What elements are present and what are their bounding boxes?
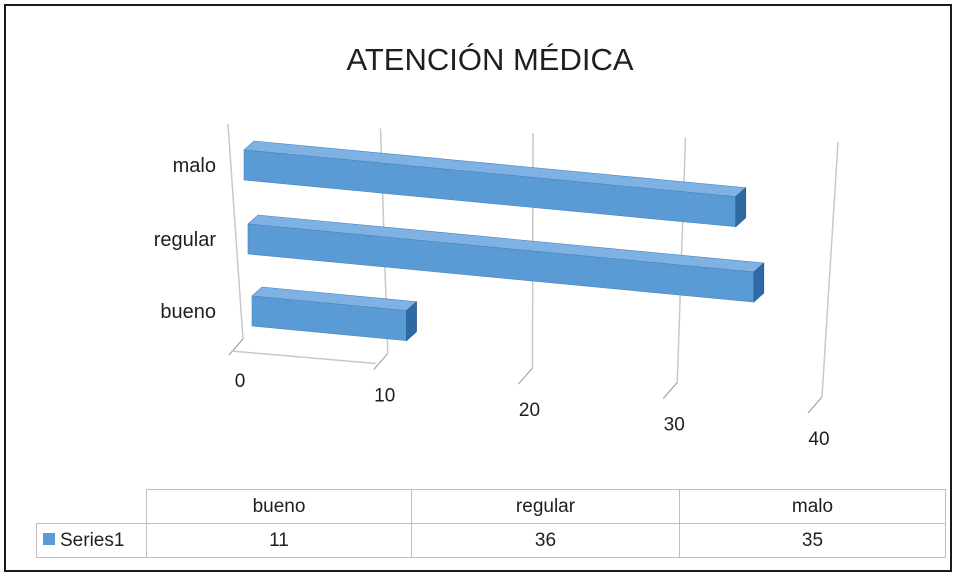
data-table-header-bueno: bueno: [146, 489, 412, 524]
data-table: bueno regular malo Series1 11 36 35: [36, 489, 946, 558]
floor-edge: [230, 350, 376, 365]
data-table-value-regular: 36: [411, 523, 680, 558]
bar-regular: [247, 214, 765, 303]
x-tick-label-10: 10: [374, 386, 395, 407]
data-table-value-malo: 35: [679, 523, 946, 558]
data-table-header-regular: regular: [411, 489, 680, 524]
data-table-value-bueno: 11: [146, 523, 412, 558]
bar-malo: [243, 140, 747, 228]
data-table-series-row: Series1 11 36 35: [36, 523, 946, 558]
legend-label: Series1: [60, 529, 125, 551]
data-table-corner: [36, 489, 147, 524]
bars: [243, 140, 765, 342]
x-axis-ticks: 0 10 20 30 40: [235, 371, 830, 450]
data-table-header-malo: malo: [679, 489, 946, 524]
category-label-bueno: bueno: [160, 301, 216, 323]
category-label-malo: malo: [173, 155, 216, 177]
x-tick-label-40: 40: [808, 429, 829, 450]
x-tick-label-30: 30: [664, 415, 685, 436]
bar-bueno: [251, 286, 418, 342]
data-table-header-row: bueno regular malo: [36, 489, 946, 524]
gridline-0: [227, 123, 244, 356]
x-tick-label-20: 20: [519, 400, 540, 421]
chart-title: ATENCIÓN MÉDICA: [346, 42, 633, 77]
gridline-40: [807, 141, 839, 414]
legend-entry-series1: Series1: [36, 523, 147, 558]
x-tick-label-0: 0: [235, 371, 246, 392]
legend-swatch: [43, 533, 55, 546]
category-label-regular: regular: [154, 229, 217, 251]
category-labels: bueno regular malo: [154, 155, 217, 323]
chart-frame: [4, 4, 952, 572]
